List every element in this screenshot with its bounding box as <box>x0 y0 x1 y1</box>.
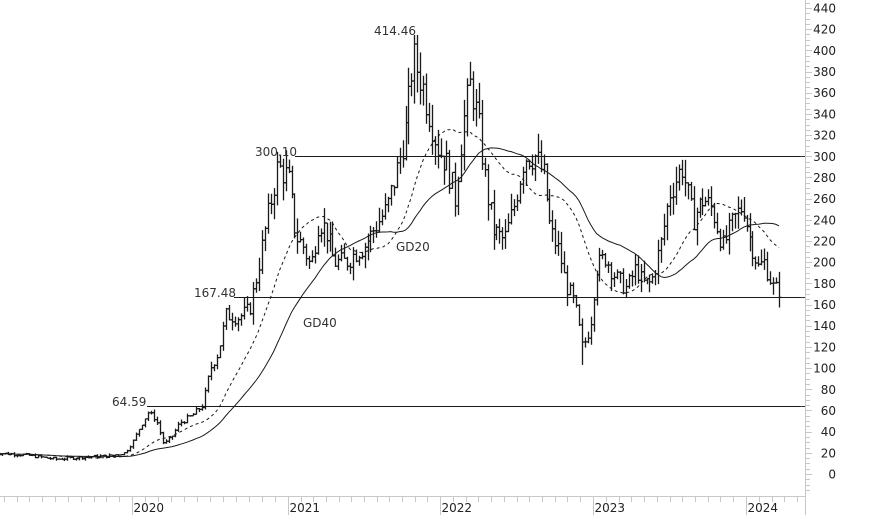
y-tick-label: 360 <box>813 86 836 100</box>
y-tick-label: 380 <box>813 65 836 79</box>
y-tick-label: 280 <box>813 171 836 185</box>
x-axis: 2020 2021 2022 2023 2024 <box>0 496 805 515</box>
y-tick-label: 120 <box>813 340 836 354</box>
x-tick-label: 2021 <box>290 501 321 515</box>
gd40-label: GD40 <box>303 316 337 330</box>
y-tick-label: 40 <box>821 425 836 439</box>
x-tick-label: 2024 <box>748 501 779 515</box>
y-tick-label: 240 <box>813 213 836 227</box>
y-tick-label: 400 <box>813 44 836 58</box>
gd20-label: GD20 <box>396 240 430 254</box>
y-tick-label: 420 <box>813 23 836 37</box>
y-tick-label: 60 <box>821 404 836 418</box>
ath-label: 414.46 <box>374 24 416 38</box>
x-tick-label: 2023 <box>595 501 626 515</box>
y-tick-label: 0 <box>828 468 836 482</box>
y-tick-label: 80 <box>821 383 836 397</box>
y-tick-label: 260 <box>813 192 836 206</box>
ohlc-bars <box>0 35 782 462</box>
y-tick-label: 100 <box>813 362 836 376</box>
y-tick-label: 20 <box>821 446 836 460</box>
y-tick-label: 180 <box>813 277 836 291</box>
x-tick-label: 2020 <box>134 501 165 515</box>
y-tick-label: 160 <box>813 298 836 312</box>
y-tick-label: 220 <box>813 235 836 249</box>
y-tick-label: 300 <box>813 150 836 164</box>
level-64-label: 64.59 <box>112 395 146 409</box>
x-tick-label: 2022 <box>442 501 473 515</box>
level-300-label: 300.10 <box>255 145 297 159</box>
y-axis: 0 20 40 60 80 100 120 140 160 180 200 220 240 260 280 3… <box>800 0 836 515</box>
y-tick-label: 320 <box>813 129 836 143</box>
y-tick-label: 140 <box>813 319 836 333</box>
gd40-line <box>0 147 780 458</box>
level-167-label: 167.48 <box>194 286 236 300</box>
y-tick-label: 200 <box>813 256 836 270</box>
y-tick-label: 340 <box>813 107 836 121</box>
gd20-line <box>0 128 780 459</box>
horizontal-levels <box>147 156 805 407</box>
y-tick-label: 440 <box>813 2 836 16</box>
